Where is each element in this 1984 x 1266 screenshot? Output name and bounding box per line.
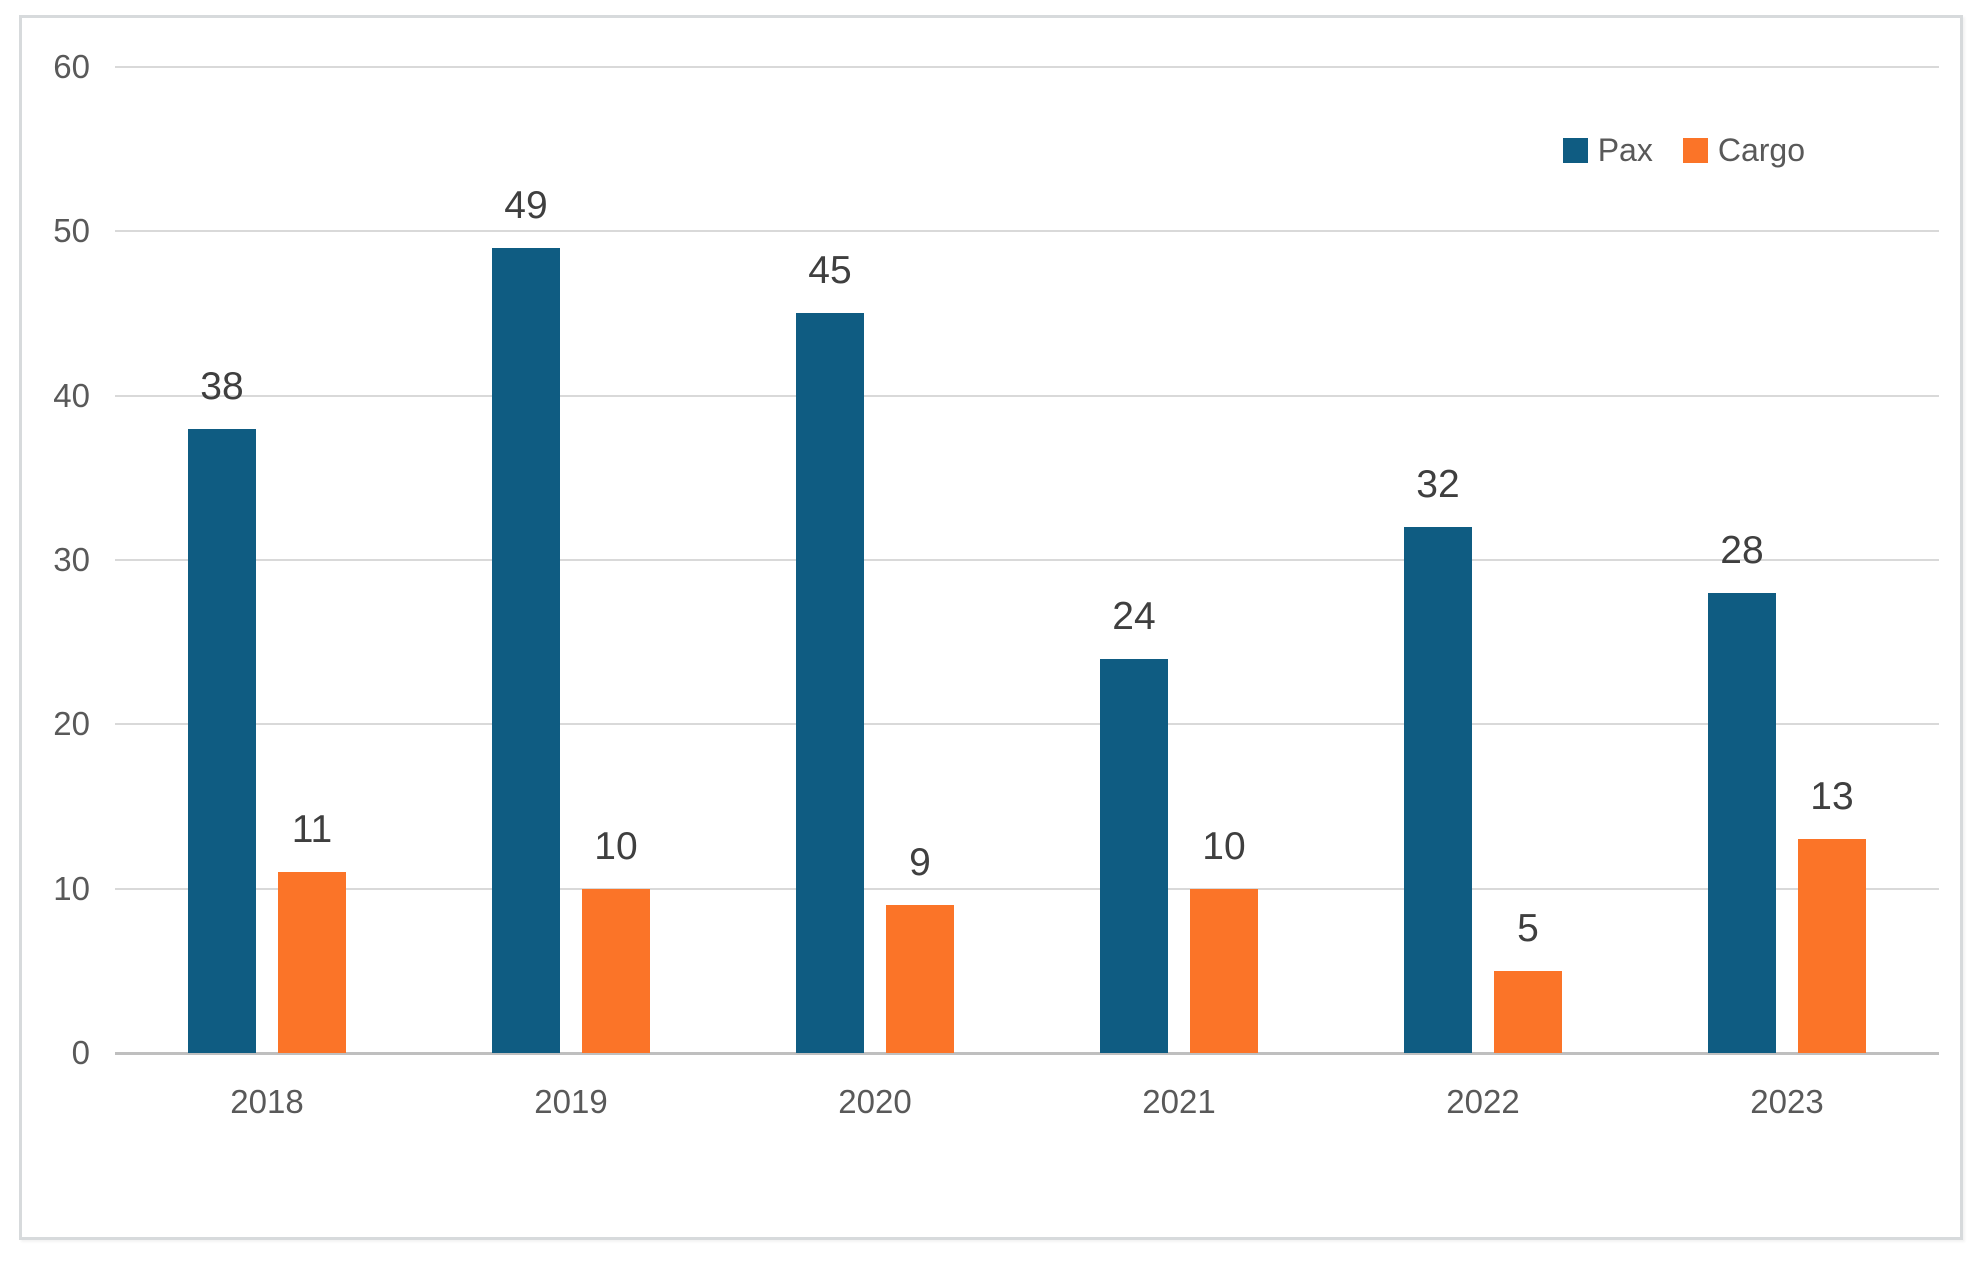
legend-swatch-pax-icon [1562,138,1588,163]
data-label-cargo-2023: 13 [1810,775,1854,818]
x-axis-line [115,1052,1939,1055]
y-tick-label-10: 10 [53,869,90,907]
data-label-cargo-2021: 10 [1202,825,1246,868]
data-label-cargo-2020: 9 [909,841,931,884]
legend-swatch-cargo-icon [1682,138,1708,163]
bar-pax-2019 [492,248,560,1053]
bar-cargo-2018 [278,872,346,1053]
gridline-50 [115,230,1939,233]
bar-cargo-2019 [582,889,650,1053]
data-label-pax-2019: 49 [504,184,548,227]
x-tick-label-2020: 2020 [838,1083,912,1120]
bar-pax-2020 [796,313,864,1053]
y-tick-label-60: 60 [53,48,90,85]
data-label-pax-2021: 24 [1112,595,1156,638]
x-tick-label-2019: 2019 [534,1083,608,1120]
bar-cargo-2020 [886,905,954,1053]
legend-item-pax: Pax [1562,132,1653,169]
bar-cargo-2021 [1190,889,1258,1053]
bar-pax-2018 [188,429,256,1053]
x-tick-label-2022: 2022 [1446,1083,1520,1120]
legend: Pax Cargo [1562,132,1805,169]
y-tick-label-0: 0 [71,1034,90,1071]
legend-label-pax: Pax [1597,132,1653,168]
bar-pax-2023 [1708,593,1776,1053]
legend-item-cargo: Cargo [1682,132,1805,169]
data-label-cargo-2018: 11 [291,808,333,851]
y-tick-label-20: 20 [53,705,90,743]
data-label-cargo-2022: 5 [1517,907,1539,950]
data-label-pax-2022: 32 [1416,463,1460,506]
y-tick-label-40: 40 [53,376,90,414]
x-tick-label-2018: 2018 [230,1083,304,1120]
y-tick-label-50: 50 [53,212,90,250]
legend-label-cargo: Cargo [1717,132,1805,168]
chart-border [19,15,1963,1240]
x-tick-label-2021: 2021 [1142,1083,1216,1120]
bar-cargo-2023 [1798,839,1866,1053]
gridline-60 [115,66,1939,68]
data-label-cargo-2019: 10 [594,825,638,868]
data-label-pax-2018: 38 [200,365,244,408]
bar-pax-2022 [1404,527,1472,1053]
x-tick-label-2023: 2023 [1750,1083,1824,1120]
bar-pax-2021 [1100,659,1168,1053]
y-tick-label-30: 30 [53,541,90,578]
gridline-10 [115,887,1939,890]
data-label-pax-2020: 45 [808,249,852,292]
gridline-30 [115,559,1939,561]
bar-cargo-2022 [1494,971,1562,1053]
data-label-pax-2023: 28 [1720,529,1764,572]
gridline-40 [115,394,1939,397]
gridline-20 [115,723,1939,726]
